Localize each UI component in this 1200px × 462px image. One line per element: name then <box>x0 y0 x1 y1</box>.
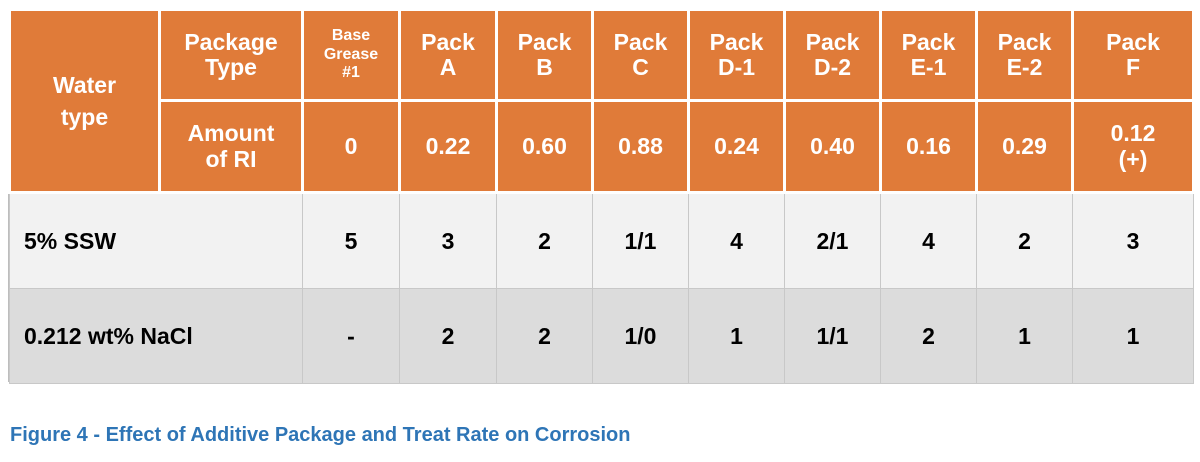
table-cell: 1 <box>976 288 1073 384</box>
table-cell: 2 <box>880 288 977 384</box>
table-cell: 4 <box>880 192 977 289</box>
column-header-pack-a: Pack A <box>398 8 498 102</box>
table-cell: 1 <box>1072 288 1194 384</box>
figure-caption: Figure 4 - Effect of Additive Package an… <box>10 424 631 446</box>
amount-pack-a: 0.22 <box>398 99 498 194</box>
table-cell: 2 <box>496 288 593 384</box>
table-cell: 3 <box>399 192 497 289</box>
table-cell: 1/1 <box>784 288 881 384</box>
table-cell: 1/0 <box>592 288 689 384</box>
header-row-amount: Amount of RI 0 0.22 0.60 0.88 0.24 0.40 … <box>10 99 1195 194</box>
table-cell: - <box>302 288 400 384</box>
table-cell: 1/1 <box>592 192 689 289</box>
table-cell: 1 <box>688 288 785 384</box>
water-type-ssw: 5% SSW <box>9 192 303 289</box>
amount-pack-f: 0.12 (+) <box>1071 99 1195 194</box>
column-header-pack-d1: Pack D-1 <box>687 8 786 102</box>
amount-pack-e1: 0.16 <box>879 99 978 194</box>
amount-of-ri-label: Amount of RI <box>158 99 304 194</box>
water-type-header: Water type <box>8 8 161 194</box>
corrosion-table-container: Water type Package Type Base Grease #1 P… <box>8 8 1195 384</box>
table-cell: 3 <box>1072 192 1194 289</box>
column-header-pack-f: Pack F <box>1071 8 1195 102</box>
table-cell: 2 <box>976 192 1073 289</box>
amount-pack-c: 0.88 <box>591 99 690 194</box>
column-header-pack-b: Pack B <box>495 8 594 102</box>
header-row-package-type: Water type Package Type Base Grease #1 P… <box>8 8 1195 194</box>
column-header-base-grease: Base Grease #1 <box>301 8 401 102</box>
table-cell: 4 <box>688 192 785 289</box>
column-header-pack-e1: Pack E-1 <box>879 8 978 102</box>
water-type-nacl: 0.212 wt% NaCl <box>9 288 303 384</box>
table-cell: 2 <box>399 288 497 384</box>
column-header-pack-c: Pack C <box>591 8 690 102</box>
amount-pack-d1: 0.24 <box>687 99 786 194</box>
amount-base-grease: 0 <box>301 99 401 194</box>
column-header-pack-d2: Pack D-2 <box>783 8 882 102</box>
column-header-pack-e2: Pack E-2 <box>975 8 1074 102</box>
amount-pack-e2: 0.29 <box>975 99 1074 194</box>
table-cell: 2/1 <box>784 192 881 289</box>
table-cell: 5 <box>302 192 400 289</box>
table-row: 5% SSW 5 3 2 1/1 4 2/1 4 2 3 <box>9 192 1194 289</box>
package-type-label: Package Type <box>158 8 304 102</box>
amount-pack-d2: 0.40 <box>783 99 882 194</box>
table-row: 0.212 wt% NaCl - 2 2 1/0 1 1/1 2 1 1 <box>9 288 1194 384</box>
corrosion-table: Water type Package Type Base Grease #1 P… <box>8 8 1195 384</box>
table-cell: 2 <box>496 192 593 289</box>
amount-pack-b: 0.60 <box>495 99 594 194</box>
